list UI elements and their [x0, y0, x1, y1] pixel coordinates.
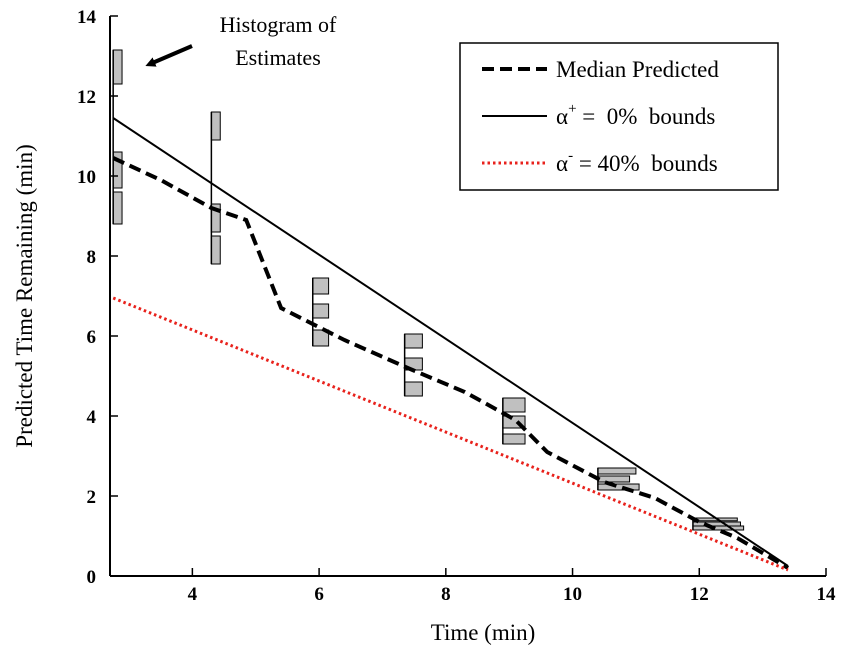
y-tick-label: 2: [87, 487, 97, 508]
y-tick-label: 14: [77, 7, 97, 28]
histogram-bin: [597, 467, 637, 475]
histogram-bin: [404, 381, 423, 397]
ticks: 4 6 8 10 12 14 0 2 4 6 8 10 12 14: [77, 7, 836, 605]
median-predicted-line: [112, 156, 790, 570]
histogram-bin: [312, 303, 330, 319]
legend-label-median: Median Predicted: [556, 57, 719, 82]
legend: Median Predicted α+ = 0% bounds α- = 40%…: [459, 42, 779, 191]
histogram-annotation: Histogram of Estimates: [145, 12, 337, 70]
histogram-bin: [312, 277, 330, 295]
x-tick-label: 14: [817, 584, 837, 605]
y-tick-label: 10: [77, 167, 96, 188]
series-lines: [112, 117, 790, 572]
histogram-bin: [692, 525, 745, 531]
axes: [109, 16, 826, 577]
histogram: [112, 49, 123, 225]
annotation-arrow: [145, 44, 193, 67]
histogram-bin: [692, 521, 741, 527]
y-tick-label: 6: [87, 327, 97, 348]
y-tick-label: 8: [87, 247, 97, 268]
histogram: [312, 277, 330, 347]
legend-entry-upper-bound: α+ = 0% bounds: [482, 101, 715, 129]
legend-label-upper-bound: α+ = 0% bounds: [556, 101, 715, 129]
x-tick-label: 8: [441, 584, 451, 605]
legend-entry-median: Median Predicted: [482, 57, 719, 82]
lower-bound-line: [112, 296, 789, 572]
histogram: [597, 467, 640, 491]
histogram-bin: [210, 111, 221, 141]
x-tick-label: 6: [314, 584, 324, 605]
legend-entry-lower-bound: α- = 40% bounds: [482, 148, 718, 176]
x-tick-label: 12: [690, 584, 709, 605]
x-tick-label: 10: [563, 584, 582, 605]
histogram-bin: [210, 235, 221, 265]
histogram-bin: [112, 191, 123, 225]
histogram: [403, 333, 423, 397]
histograms: [112, 49, 745, 531]
histogram-bin: [502, 433, 526, 445]
histogram-bin: [404, 333, 423, 349]
histogram-bin: [597, 475, 631, 483]
histogram-bin: [502, 397, 526, 413]
x-axis-label: Time (min): [431, 620, 536, 645]
annotation-line-1: Histogram of: [220, 12, 337, 37]
x-tick-label: 4: [188, 584, 198, 605]
upper-bound-line: [112, 117, 789, 567]
y-tick-label: 4: [87, 407, 97, 428]
y-axis-label: Predicted Time Remaining (min): [12, 144, 37, 447]
histogram: [210, 111, 221, 265]
histogram-bin: [112, 49, 123, 85]
legend-label-lower-bound: α- = 40% bounds: [556, 148, 718, 176]
y-tick-label: 0: [87, 567, 97, 588]
annotation-line-2: Estimates: [235, 45, 321, 70]
histogram: [502, 397, 526, 445]
y-tick-label: 12: [77, 87, 96, 108]
